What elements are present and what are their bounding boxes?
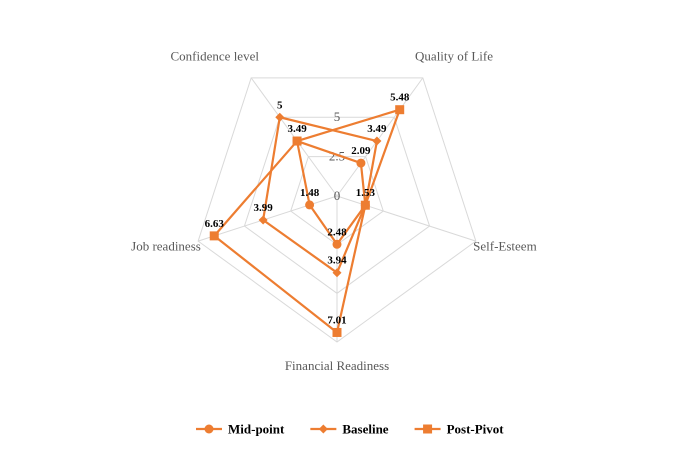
legend-item: Mid-point <box>196 422 285 437</box>
data-point <box>305 200 315 210</box>
data-label: 1.48 <box>300 187 320 199</box>
data-point <box>275 112 285 122</box>
data-point <box>332 239 342 249</box>
data-label: 2.48 <box>327 226 347 238</box>
data-point <box>395 105 405 115</box>
data-label: 6.63 <box>205 218 225 230</box>
radar-series <box>209 105 405 337</box>
data-label: 2.09 <box>351 145 371 157</box>
legend-marker <box>423 424 433 434</box>
data-label: 3.49 <box>287 123 307 135</box>
grid-ring-2 <box>243 116 431 294</box>
data-point <box>258 215 268 225</box>
series-line <box>262 116 379 274</box>
data-label: 3.49 <box>367 123 387 135</box>
data-label: 7.01 <box>327 314 346 326</box>
legend-label: Mid-point <box>228 422 285 437</box>
series-line <box>213 108 401 334</box>
data-point <box>356 158 366 168</box>
grid-ring-1 <box>290 156 384 246</box>
data-point <box>209 231 219 241</box>
category-label: Self-Esteem <box>473 238 537 253</box>
data-point <box>292 136 302 146</box>
category-label: Confidence level <box>171 49 260 64</box>
legend-label: Baseline <box>342 422 388 437</box>
legend-item: Post-Pivot <box>414 422 505 437</box>
data-point <box>360 200 370 210</box>
category-label: Financial Readiness <box>285 358 389 373</box>
tick-label: 0 <box>334 188 341 203</box>
data-point <box>372 136 382 146</box>
legend: Mid-point Baseline Post-Pivot <box>196 422 504 437</box>
series-diamond <box>258 112 382 278</box>
data-label: 3.94 <box>327 255 347 267</box>
category-label: Quality of Life <box>415 49 493 64</box>
category-label: Job readiness <box>131 238 201 253</box>
axis-spoke-1 <box>336 195 477 242</box>
data-label: 5.48 <box>390 92 410 104</box>
radar-category-labels: Quality of Life Self-Esteem Financial Read… <box>131 49 537 373</box>
series-square <box>209 105 405 337</box>
legend-label: Post-Pivot <box>447 422 505 437</box>
series-line <box>295 139 367 246</box>
tick-label: 5 <box>334 109 341 124</box>
grid-ring-3 <box>197 77 477 343</box>
data-point <box>332 268 342 278</box>
radar-grid <box>197 77 477 343</box>
legend-marker <box>318 424 328 434</box>
data-label: 3.99 <box>254 202 274 214</box>
legend-item: Baseline <box>310 422 389 437</box>
legend-marker <box>204 424 214 434</box>
data-label: 1.53 <box>356 187 376 199</box>
radar-data-labels: 5 3.49 5.48 3.49 2.09 1.53 1.48 3.99 6.63 2.48 3.9… <box>205 92 410 327</box>
axis-spoke-0 <box>336 77 424 197</box>
data-label: 5 <box>277 99 283 111</box>
data-point <box>332 327 342 337</box>
